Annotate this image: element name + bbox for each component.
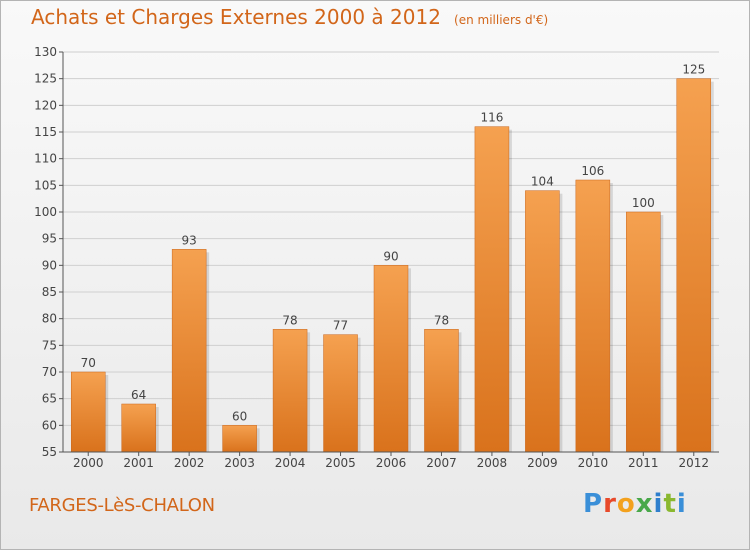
x-tick-label: 2002 xyxy=(174,456,205,470)
value-label: 78 xyxy=(434,313,449,327)
logo-letter: i xyxy=(653,489,664,519)
value-label: 116 xyxy=(480,111,503,125)
value-label: 70 xyxy=(81,356,96,370)
bar-2006 xyxy=(373,265,409,453)
bar-2002 xyxy=(171,249,207,453)
bar-2005 xyxy=(323,334,358,453)
x-tick-label: 2004 xyxy=(275,456,306,470)
bar-2008 xyxy=(474,126,510,453)
x-tick-label: 2001 xyxy=(123,456,154,470)
x-tick-label: 2009 xyxy=(527,456,558,470)
value-label: 125 xyxy=(682,63,705,77)
bar-2003 xyxy=(222,425,257,453)
bar-2000 xyxy=(70,371,106,453)
chart-title: Achats et Charges Externes 2000 à 2012 xyxy=(31,5,441,29)
bar-2007 xyxy=(424,329,459,453)
x-tick-label: 2008 xyxy=(477,456,508,470)
bar-2011 xyxy=(626,211,661,453)
bar-2012 xyxy=(676,78,712,453)
value-label: 104 xyxy=(531,175,554,189)
y-tick-label: 70 xyxy=(42,365,57,379)
x-tick-label: 2000 xyxy=(73,456,104,470)
y-tick-label: 75 xyxy=(42,338,57,352)
x-tick-label: 2011 xyxy=(628,456,659,470)
value-label: 106 xyxy=(581,164,604,178)
y-tick-label: 60 xyxy=(42,418,57,432)
logo-letter: x xyxy=(635,489,654,519)
x-tick-label: 2006 xyxy=(376,456,407,470)
logo-letter: r xyxy=(603,489,617,519)
logo-letter: o xyxy=(616,489,636,519)
y-tick-label: 115 xyxy=(34,125,57,139)
bar-2010 xyxy=(575,179,611,453)
bar-2004 xyxy=(272,329,308,453)
bar-2009 xyxy=(525,190,560,453)
y-tick-label: 100 xyxy=(34,205,57,219)
value-label: 90 xyxy=(383,249,398,263)
y-tick-label: 125 xyxy=(34,72,57,86)
chart-subtitle: (en milliers d'€) xyxy=(454,13,549,27)
bar-2001 xyxy=(121,403,156,453)
value-label: 78 xyxy=(282,313,297,327)
axes: 55 60 65 70 75 80 85 90 95 100 105 110 115 120 125 130 2… xyxy=(34,45,719,470)
logo-letter: P xyxy=(583,489,604,519)
y-tick-label: 55 xyxy=(42,445,57,459)
value-label: 77 xyxy=(333,319,348,333)
x-tick-label: 2012 xyxy=(678,456,709,470)
proxiti-logo: Proxiti xyxy=(583,489,687,519)
y-tick-label: 90 xyxy=(42,258,57,272)
y-tick-label: 65 xyxy=(42,392,57,406)
value-label: 60 xyxy=(232,409,247,423)
y-tick-label: 85 xyxy=(42,285,57,299)
y-tick-label: 80 xyxy=(42,312,57,326)
y-tick-label: 110 xyxy=(34,152,57,166)
y-tick-label: 105 xyxy=(34,178,57,192)
x-tick-label: 2007 xyxy=(426,456,457,470)
x-tick-label: 2010 xyxy=(578,456,609,470)
y-tick-label: 130 xyxy=(34,45,57,59)
place-name: FARGES-LèS-CHALON xyxy=(29,495,215,516)
value-label: 93 xyxy=(182,233,197,247)
bars: 70 64 93 60 78 77 90 78 116 104 106 100 125 xyxy=(70,63,714,453)
x-tick-label: 2005 xyxy=(325,456,356,470)
y-tick-label: 120 xyxy=(34,98,57,112)
value-label: 100 xyxy=(632,196,655,210)
logo-letter: i xyxy=(676,489,687,519)
x-tick-label: 2003 xyxy=(224,456,255,470)
title-row: Achats et Charges Externes 2000 à 2012 (… xyxy=(31,5,548,29)
value-label: 64 xyxy=(131,388,146,402)
y-tick-label: 95 xyxy=(42,232,57,246)
logo-letter: t xyxy=(663,489,677,519)
